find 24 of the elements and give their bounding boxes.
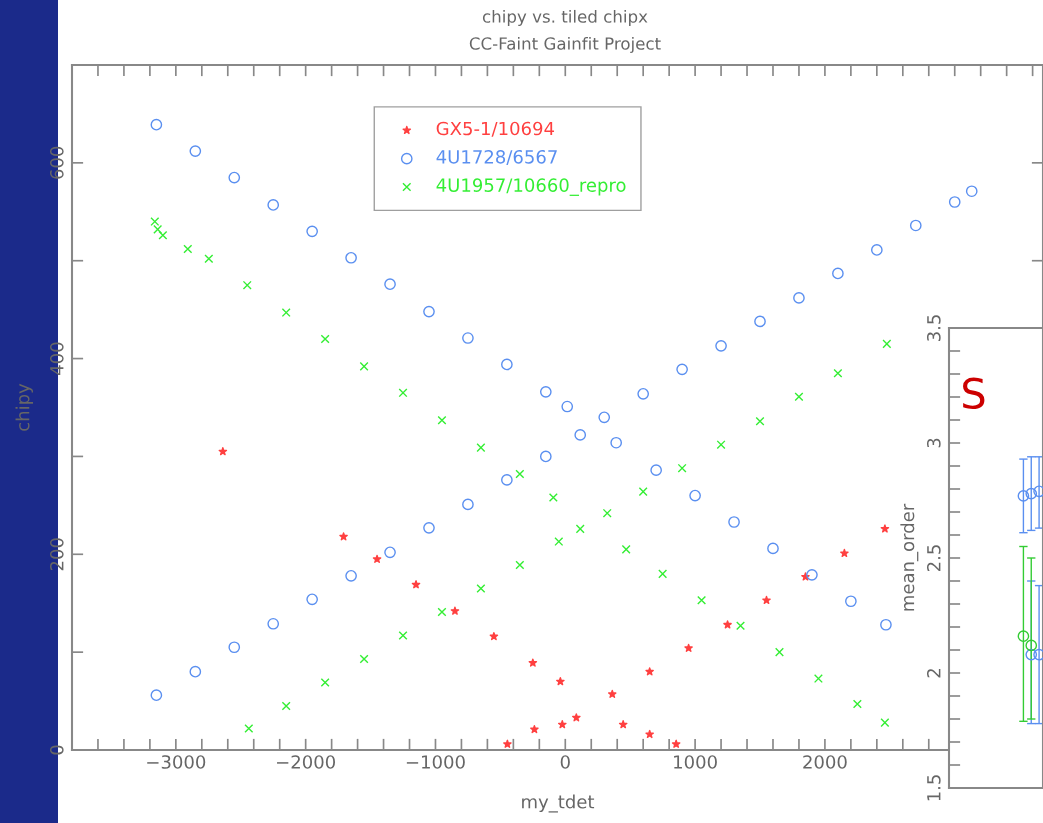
- y-tick-label: 2: [926, 669, 941, 678]
- x-tick-label: −1000: [406, 755, 465, 769]
- y-tick-label: 0: [49, 745, 64, 755]
- x-tick-label: −2000: [277, 755, 335, 769]
- y-tick-label: 3: [926, 438, 941, 448]
- x-tick-label: 0: [560, 755, 570, 769]
- y-tick-label: 600: [49, 146, 64, 179]
- annotation: S: [963, 377, 985, 410]
- y-tick-label: 1.5: [927, 775, 941, 801]
- legend-label: GX5-1/10694: [436, 121, 555, 137]
- y-axis-title: mean_order: [900, 503, 919, 611]
- legend-label: 4U1728/6567: [436, 149, 557, 166]
- y-axis-title: chipy: [15, 383, 33, 431]
- chart-subtitle: CC-Faint Gainfit Project: [469, 36, 661, 54]
- x-tick-label: −3000: [147, 755, 206, 769]
- y-tick-label: 2.5: [926, 545, 941, 572]
- y-tick-label: 400: [49, 342, 64, 375]
- x-tick-label: 1000: [674, 755, 717, 769]
- legend-label: 4U1957/10660_repro: [436, 178, 626, 196]
- x-tick-label: 2000: [803, 755, 847, 769]
- y-tick-label: 3.5: [926, 315, 941, 341]
- y-tick-label: 200: [49, 538, 64, 571]
- x-axis-title: my_tdet: [522, 794, 595, 813]
- chart-title: chipy vs. tiled chipx: [482, 9, 648, 27]
